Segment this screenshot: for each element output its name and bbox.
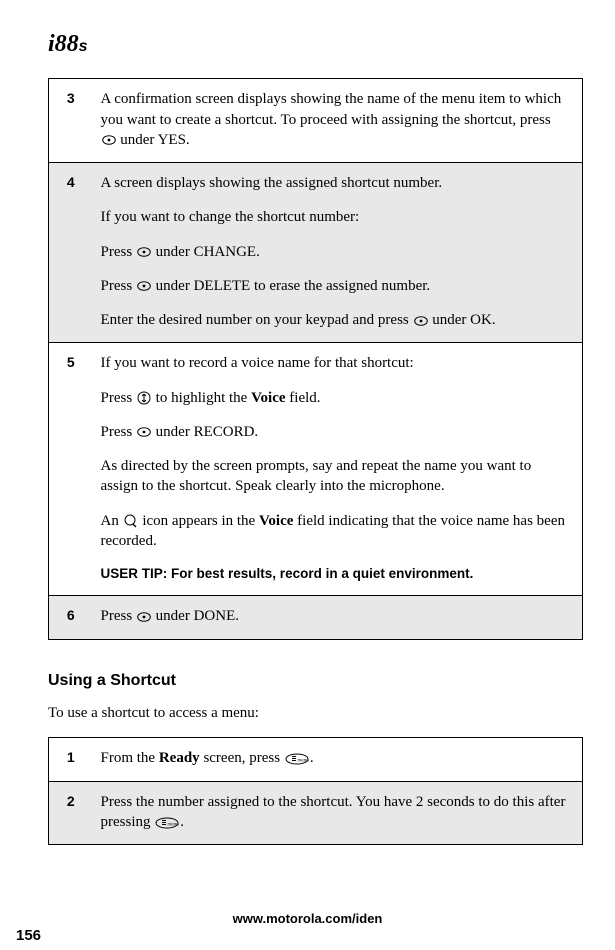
- table-row: 5 If you want to record a voice name for …: [49, 343, 583, 596]
- table-row: 1 From the Ready screen, press menu.: [49, 738, 583, 781]
- step-paragraph: Press under CHANGE.: [101, 242, 571, 262]
- section-intro: To use a shortcut to access a menu:: [48, 703, 583, 723]
- step-paragraph: If you want to change the shortcut numbe…: [101, 207, 571, 227]
- softkey-icon: [137, 247, 151, 257]
- step-number: 4: [49, 163, 89, 343]
- logo-suffix: s: [79, 38, 88, 55]
- svg-text:menu: menu: [168, 821, 180, 826]
- table-row: 2 Press the number assigned to the shortc…: [49, 781, 583, 845]
- voice-icon: [124, 514, 138, 528]
- step-number: 2: [49, 781, 89, 845]
- logo-main: i88: [48, 31, 79, 57]
- step-number: 3: [49, 79, 89, 163]
- menu-icon: menu: [155, 817, 179, 829]
- softkey-icon: [102, 135, 116, 145]
- step-paragraph: From the Ready screen, press menu.: [101, 748, 571, 768]
- softkey-icon: [137, 281, 151, 291]
- step-paragraph: Press the number assigned to the shortcu…: [101, 792, 571, 833]
- step-paragraph: Press under DONE.: [101, 606, 571, 626]
- softkey-icon: [137, 427, 151, 437]
- step-paragraph: A screen displays showing the assigned s…: [101, 173, 571, 193]
- user-tip-label: USER TIP:: [101, 566, 168, 581]
- step-paragraph: Press to highlight the Voice field.: [101, 388, 571, 408]
- step-number: 5: [49, 343, 89, 596]
- step-content: A confirmation screen displays showing t…: [89, 79, 583, 163]
- step-number: 1: [49, 738, 89, 781]
- step-number: 6: [49, 596, 89, 639]
- step-paragraph: Press under RECORD.: [101, 422, 571, 442]
- step-paragraph: If you want to record a voice name for t…: [101, 353, 571, 373]
- step-paragraph: An icon appears in the Voice field indic…: [101, 511, 571, 552]
- table-row: 4 A screen displays showing the assigned …: [49, 163, 583, 343]
- steps-table-2: 1 From the Ready screen, press menu. 2 Pres…: [48, 737, 583, 845]
- svg-text:menu: menu: [297, 758, 309, 763]
- logo: i88s: [48, 28, 583, 60]
- softkey-icon: [414, 316, 428, 326]
- user-tip-text: For best results, record in a quiet envi…: [171, 566, 473, 581]
- step-content: Press the number assigned to the shortcu…: [89, 781, 583, 845]
- step-paragraph: Press under DELETE to erase the assigned…: [101, 276, 571, 296]
- step-paragraph: Enter the desired number on your keypad …: [101, 310, 571, 330]
- page-number: 156: [16, 926, 41, 946]
- step-content: If you want to record a voice name for t…: [89, 343, 583, 596]
- step-content: A screen displays showing the assigned s…: [89, 163, 583, 343]
- nav-icon: [137, 391, 151, 405]
- menu-icon: menu: [285, 753, 309, 765]
- user-tip: USER TIP: For best results, record in a …: [101, 565, 571, 583]
- table-row: 3A confirmation screen displays showing …: [49, 79, 583, 163]
- footer-url: www.motorola.com/iden: [0, 910, 615, 928]
- step-content: Press under DONE.: [89, 596, 583, 639]
- steps-table-1: 3A confirmation screen displays showing …: [48, 78, 583, 639]
- step-paragraph: As directed by the screen prompts, say a…: [101, 456, 571, 497]
- step-content: From the Ready screen, press menu.: [89, 738, 583, 781]
- softkey-icon: [137, 612, 151, 622]
- section-heading: Using a Shortcut: [48, 670, 583, 692]
- table-row: 6 Press under DONE.: [49, 596, 583, 639]
- step-paragraph: A confirmation screen displays showing t…: [101, 89, 571, 150]
